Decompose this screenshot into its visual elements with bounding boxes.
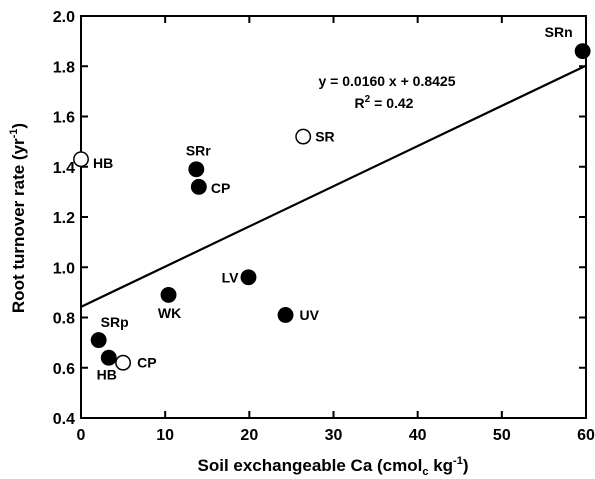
y-axis-label-sup: -1: [8, 129, 20, 139]
x-axis-ticks: 0 10 20 30 40 50 60: [77, 16, 595, 444]
y-axis-label-close: ): [9, 123, 28, 129]
x-axis-label-sup: -1: [453, 455, 463, 467]
r2-prefix: R: [355, 95, 365, 111]
point-label: LV: [222, 269, 240, 285]
point-label: CP: [211, 180, 230, 196]
x-axis-label-sub: c: [422, 466, 428, 478]
y-axis-label-main: Root turnover rate (yr: [9, 138, 28, 313]
point-label: HB: [97, 367, 117, 383]
regression-line: [80, 64, 587, 308]
x-tick-label: 20: [240, 427, 258, 444]
x-tick-label: 60: [577, 427, 595, 444]
x-tick-label: 30: [325, 427, 343, 444]
r2-superscript: 2: [365, 94, 371, 105]
point-label: SRp: [101, 314, 129, 330]
point-label: SRr: [186, 142, 211, 158]
x-axis-label-close: ): [463, 456, 469, 475]
y-tick-label: 1.6: [53, 110, 75, 127]
y-tick-label: 1.2: [53, 210, 75, 227]
point-label: UV: [300, 307, 320, 323]
data-point-srr-filled: [188, 161, 205, 178]
y-axis-label: Root turnover rate (yr-1): [8, 123, 28, 313]
y-tick-label: 0.6: [53, 361, 75, 378]
y-axis-ticks: 0.4 0.6 0.8 1.0 1.2 1.4 1.6 1.8 2.0: [53, 9, 586, 428]
data-point-hb-open: [73, 151, 89, 168]
x-axis-label: Soil exchangeable Ca (cmolc kg-1): [198, 455, 469, 478]
y-tick-label: 2.0: [53, 9, 75, 26]
data-point-uv-filled: [277, 307, 294, 323]
regression-r2: R2 = 0.42: [355, 94, 414, 111]
x-tick-label: 50: [493, 427, 511, 444]
x-tick-label: 40: [409, 427, 427, 444]
y-tick-label: 0.4: [53, 411, 75, 428]
data-point-srp-filled: [90, 332, 107, 349]
y-tick-label: 1.8: [53, 59, 75, 76]
data-points: SRn SR HB SRr CP LV WK UV SRp HB CP: [73, 24, 591, 383]
y-tick-label: 0.8: [53, 311, 75, 328]
point-label: HB: [93, 155, 113, 171]
data-point-sr-open: [295, 128, 312, 145]
data-point-lv-filled: [240, 269, 257, 286]
y-tick-label: 1.4: [53, 160, 75, 177]
regression-equation: y = 0.0160 x + 0.8425: [318, 73, 455, 89]
data-point-hb-filled: [100, 349, 117, 366]
data-point-cp-open: [115, 354, 132, 371]
data-point-wk-filled: [160, 286, 177, 303]
x-axis-label-tail: kg: [428, 456, 453, 475]
y-tick-label: 1.0: [53, 260, 75, 277]
x-tick-label: 10: [156, 427, 174, 444]
x-tick-label: 0: [77, 427, 86, 444]
point-label: SR: [315, 129, 334, 145]
point-label: SRn: [545, 24, 573, 40]
data-point-srn-filled: [574, 43, 591, 60]
r2-value: = 0.42: [370, 95, 413, 111]
data-point-cp-filled: [190, 178, 207, 195]
point-label: WK: [158, 305, 181, 321]
x-axis-label-main: Soil exchangeable Ca (cmol: [198, 456, 423, 475]
point-label: CP: [137, 355, 156, 371]
